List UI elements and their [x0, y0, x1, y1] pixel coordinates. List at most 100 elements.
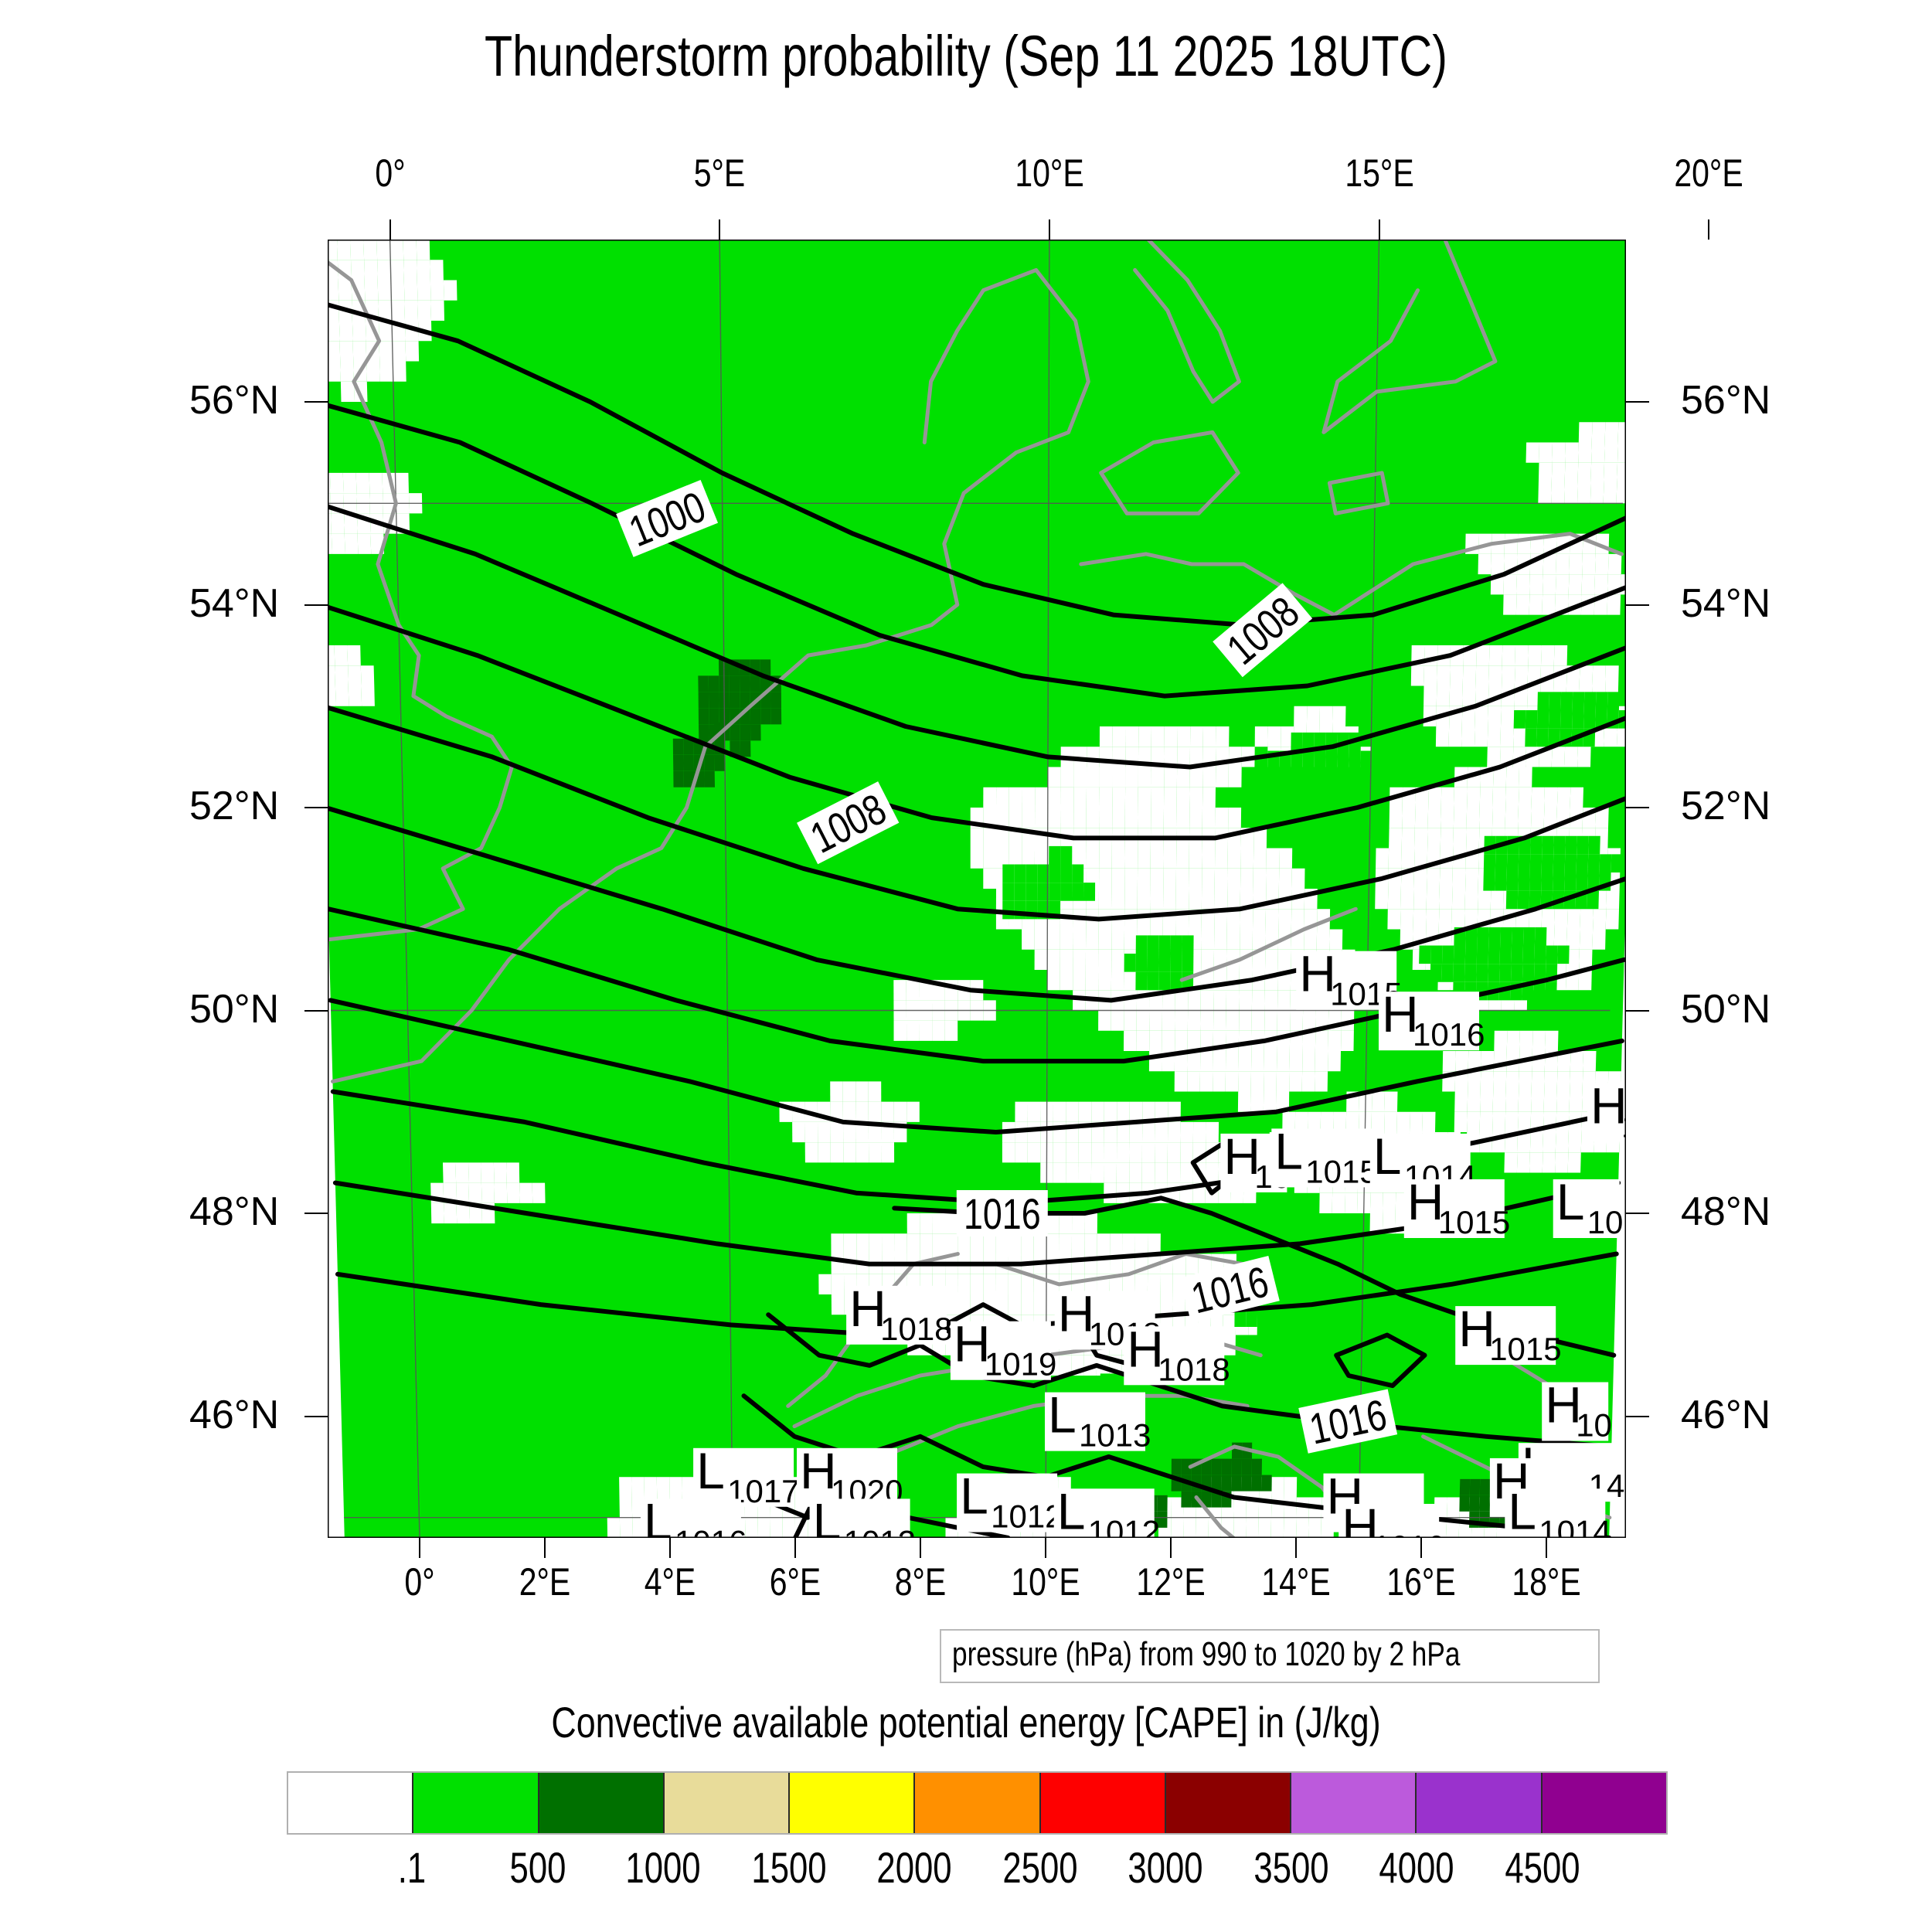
svg-text:H: H	[1299, 945, 1336, 1002]
svg-text:L: L	[960, 1468, 988, 1525]
svg-text:1016: 1016	[1372, 1529, 1444, 1538]
axis-left-label: 48°N	[189, 1189, 280, 1234]
svg-text:1018: 1018	[1158, 1351, 1230, 1387]
svg-text:1012: 1012	[844, 1523, 916, 1538]
svg-text:L: L	[644, 1492, 672, 1538]
axis-right-label: 48°N	[1681, 1189, 1771, 1234]
svg-text:H: H	[849, 1280, 886, 1337]
pressure-center-label: L 10	[1553, 1173, 1624, 1240]
axis-left-label: 52°N	[189, 784, 280, 828]
colorbar[interactable]	[287, 1771, 1668, 1835]
axis-right-label: 54°N	[1681, 580, 1771, 626]
axis-bottom-label: 2°E	[519, 1560, 571, 1604]
svg-text:H: H	[1407, 1173, 1444, 1230]
axis-bottom-tick	[1420, 1538, 1423, 1558]
axis-bottom-tick	[920, 1538, 922, 1558]
axis-right-label: 56°N	[1681, 378, 1771, 423]
axis-left-tick	[304, 1009, 328, 1012]
axis-left-label: 46°N	[189, 1392, 280, 1437]
svg-text:H: H	[1127, 1320, 1164, 1377]
colorbar-swatch[interactable]	[913, 1773, 1039, 1833]
axis-top-label: 5°E	[693, 151, 746, 195]
axis-top-label: 20°E	[1674, 151, 1743, 195]
colorbar-swatch[interactable]	[662, 1773, 789, 1833]
svg-text:H: H	[1590, 1077, 1626, 1134]
pressure-center-label: H10	[1587, 1077, 1626, 1144]
axis-top-tick	[1378, 219, 1380, 240]
axis-top-label: 15°E	[1344, 151, 1414, 195]
svg-text:1015: 1015	[1489, 1331, 1561, 1367]
axis-bottom-tick	[1170, 1538, 1172, 1558]
axis-top-tick	[1048, 219, 1050, 240]
axis-left-tick	[304, 807, 328, 808]
axis-bottom-tick	[1546, 1538, 1548, 1558]
axis-bottom-label: 14°E	[1261, 1560, 1331, 1604]
pressure-center-label: L 1013	[1045, 1386, 1151, 1454]
svg-text:H: H	[1058, 1284, 1095, 1342]
colorbar-swatch[interactable]	[788, 1773, 914, 1833]
colorbar-swatch[interactable]	[537, 1773, 663, 1833]
svg-text:1015: 1015	[1438, 1204, 1510, 1240]
axis-bottom-tick	[419, 1538, 421, 1558]
axis-bottom-label: 12°E	[1136, 1560, 1206, 1604]
axis-right-tick	[1626, 1415, 1649, 1417]
svg-text:H: H	[1545, 1376, 1582, 1434]
pressure-caption-text: pressure (hPa) from 990 to 1020 by 2 hPa	[952, 1635, 1461, 1673]
axis-left-label: 50°N	[189, 986, 280, 1032]
svg-text:1012: 1012	[991, 1498, 1063, 1535]
svg-text:1019: 1019	[985, 1346, 1056, 1383]
page-title: Thunderstorm probability (Sep 11 2025 18…	[484, 24, 1447, 88]
svg-text:L: L	[1556, 1173, 1585, 1230]
axis-bottom-label: 18°E	[1512, 1560, 1581, 1604]
colorbar-swatch[interactable]	[412, 1773, 538, 1833]
colorbar-swatch[interactable]	[288, 1773, 413, 1833]
axis-bottom-tick	[1045, 1538, 1047, 1558]
axis-left-tick	[304, 401, 328, 403]
contour-label: 1016	[956, 1189, 1048, 1238]
colorbar-tick-label: 3500	[1253, 1843, 1329, 1892]
svg-text:L: L	[1048, 1386, 1077, 1444]
axis-left-tick	[304, 1415, 328, 1417]
axis-bottom-label: 10°E	[1011, 1560, 1080, 1604]
axis-top-label: 10°E	[1015, 151, 1084, 195]
svg-text:1013: 1013	[1079, 1417, 1151, 1454]
svg-text:1016: 1016	[964, 1189, 1041, 1238]
axis-bottom-label: 6°E	[769, 1560, 821, 1604]
axis-bottom-tick	[544, 1538, 546, 1558]
colorbar-ticks: .1 500 1000 1500 2000 2500 3000 3500 4000 4500	[287, 1842, 1668, 1904]
axis-bottom-label: 8°E	[894, 1560, 947, 1604]
axis-top-tick	[719, 219, 721, 240]
axis-left-tick	[304, 1213, 328, 1214]
colorbar-tick-label: 1500	[751, 1843, 827, 1892]
svg-text:10: 10	[1587, 1204, 1624, 1240]
svg-text:L: L	[696, 1442, 725, 1499]
axis-top-tick	[1708, 219, 1710, 240]
colorbar-swatch[interactable]	[1540, 1773, 1666, 1833]
colorbar-swatch[interactable]	[1039, 1773, 1165, 1833]
colorbar-swatch[interactable]	[1290, 1773, 1416, 1833]
pressure-caption: pressure (hPa) from 990 to 1020 by 2 hPa	[940, 1629, 1600, 1683]
colorbar-tick-label: 2500	[1002, 1843, 1078, 1892]
axis-bottom-tick	[794, 1538, 797, 1558]
colorbar-tick-label: 3000	[1128, 1843, 1203, 1892]
svg-text:H: H	[800, 1442, 837, 1499]
axis-bottom-label: 0°	[404, 1560, 435, 1604]
axis-right-label: 52°N	[1681, 784, 1771, 828]
colorbar-tick-label: 4000	[1379, 1843, 1454, 1892]
colorbar-tick-label: .1	[398, 1843, 427, 1892]
colorbar-swatch[interactable]	[1415, 1773, 1541, 1833]
axis-right-label: 46°N	[1681, 1392, 1771, 1437]
pressure-center-label: H10	[1542, 1376, 1612, 1444]
svg-text:L: L	[1508, 1482, 1536, 1538]
svg-text:10: 10	[1576, 1407, 1612, 1444]
svg-text:L: L	[1274, 1122, 1303, 1179]
svg-text:1015: 1015	[1305, 1153, 1377, 1189]
colorbar-swatch[interactable]	[1164, 1773, 1291, 1833]
